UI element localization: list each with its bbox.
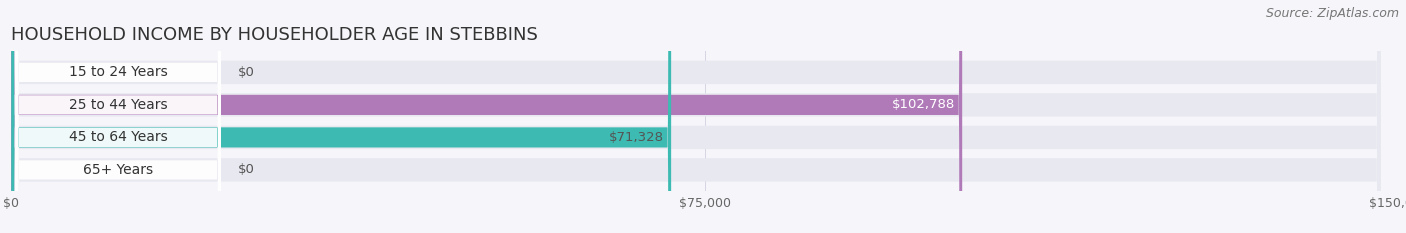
Text: $0: $0 (238, 66, 254, 79)
FancyBboxPatch shape (15, 0, 1381, 233)
FancyBboxPatch shape (15, 0, 1381, 233)
Text: 45 to 64 Years: 45 to 64 Years (69, 130, 167, 144)
Text: 25 to 44 Years: 25 to 44 Years (69, 98, 167, 112)
Text: HOUSEHOLD INCOME BY HOUSEHOLDER AGE IN STEBBINS: HOUSEHOLD INCOME BY HOUSEHOLDER AGE IN S… (11, 26, 538, 44)
Text: $102,788: $102,788 (891, 98, 955, 111)
Text: Source: ZipAtlas.com: Source: ZipAtlas.com (1265, 7, 1399, 20)
FancyBboxPatch shape (15, 0, 221, 233)
FancyBboxPatch shape (15, 0, 1381, 233)
FancyBboxPatch shape (15, 0, 221, 233)
FancyBboxPatch shape (15, 0, 221, 233)
FancyBboxPatch shape (15, 0, 221, 233)
FancyBboxPatch shape (11, 0, 962, 233)
FancyBboxPatch shape (15, 0, 1381, 233)
Text: 65+ Years: 65+ Years (83, 163, 153, 177)
Text: $71,328: $71,328 (609, 131, 664, 144)
Text: 15 to 24 Years: 15 to 24 Years (69, 65, 167, 79)
FancyBboxPatch shape (11, 0, 671, 233)
Text: $0: $0 (238, 163, 254, 176)
